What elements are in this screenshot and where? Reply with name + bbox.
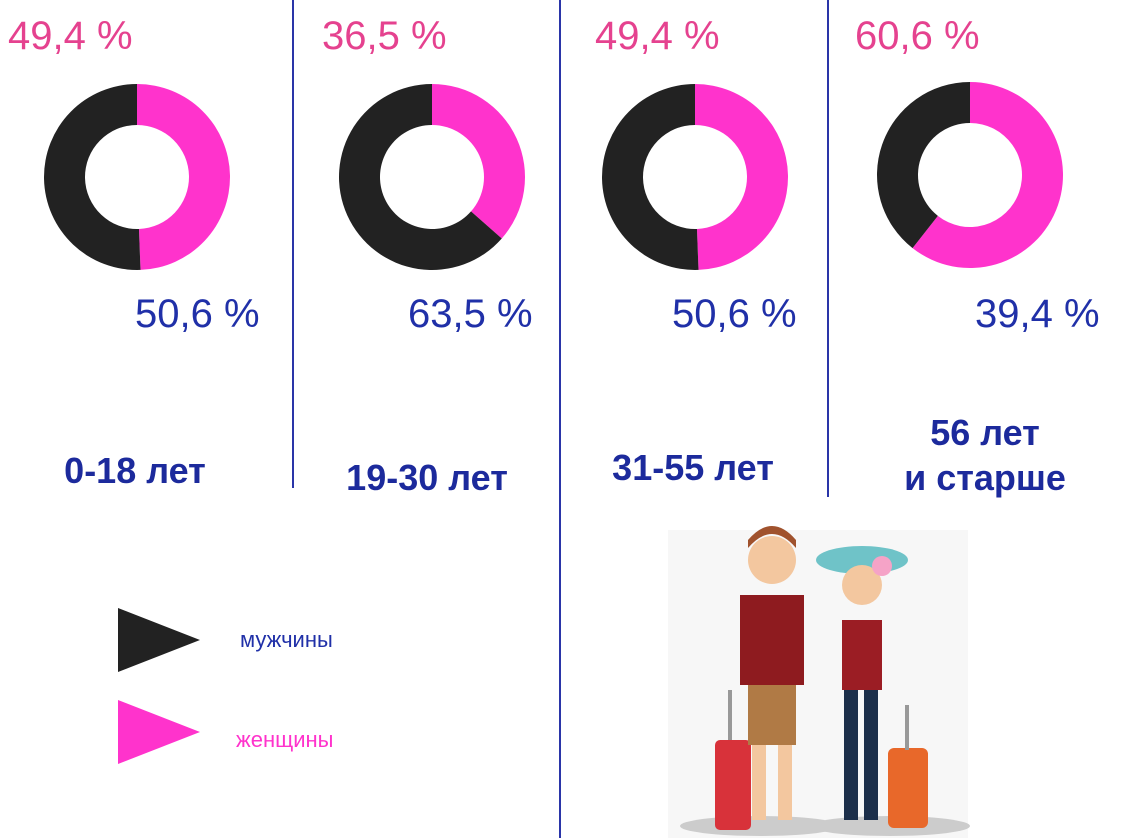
category-label: 19-30 лет <box>297 455 557 500</box>
value-label: 63,5 % <box>408 292 533 337</box>
legend-marker <box>118 700 200 764</box>
value-label: 49,4 % <box>8 14 133 59</box>
donut-segment <box>602 84 699 270</box>
donut-segment <box>137 84 230 270</box>
category-label: 0-18 лет <box>5 448 265 493</box>
legend-label: женщины <box>236 727 333 753</box>
value-label: 50,6 % <box>135 292 260 337</box>
legend-label: мужчины <box>240 627 333 653</box>
category-label: 31-55 лет <box>563 445 823 490</box>
value-label: 49,4 % <box>595 14 720 59</box>
donut-segment <box>695 84 788 270</box>
category-label: 56 лет и старше <box>855 410 1115 500</box>
illustration <box>668 526 970 838</box>
value-label: 50,6 % <box>672 292 797 337</box>
donut-segment <box>877 82 970 248</box>
value-label: 60,6 % <box>855 14 980 59</box>
legend-marker <box>118 608 200 672</box>
value-label: 36,5 % <box>322 14 447 59</box>
donut-segment <box>44 84 141 270</box>
value-label: 39,4 % <box>975 292 1100 337</box>
page: мужчины женщины (() => { const data = JS… <box>0 0 1123 838</box>
donut-segment <box>432 84 525 239</box>
